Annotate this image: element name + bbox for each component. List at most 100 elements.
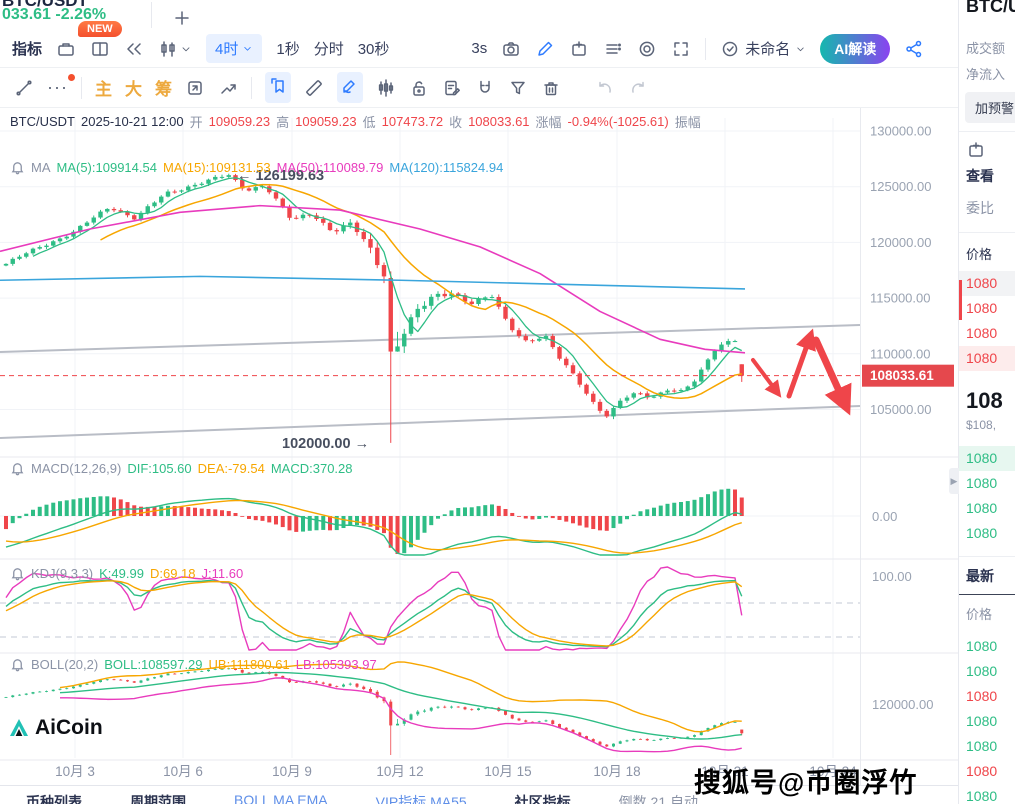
notes-icon[interactable]: [442, 78, 462, 98]
latest-trades-tab[interactable]: 最新: [966, 568, 994, 584]
bid-row[interactable]: 1080: [966, 475, 998, 491]
svg-text:105000.00: 105000.00: [870, 402, 931, 417]
bottom-bar-item[interactable]: 社区指标: [514, 794, 571, 804]
refresh-compare-icon[interactable]: [185, 78, 205, 98]
highlighter-icon[interactable]: [340, 75, 360, 95]
ma120-value: MA(120):115824.94: [389, 160, 504, 175]
interval-30s[interactable]: 30秒: [357, 41, 390, 58]
replay-speed[interactable]: 3s: [471, 40, 488, 57]
trade-row[interactable]: 1080: [966, 688, 998, 704]
bottom-bar-item[interactable]: 周期范围: [130, 794, 186, 804]
svg-text:120000.00: 120000.00: [870, 235, 931, 250]
add-alert-button[interactable]: 加预警: [965, 92, 1015, 123]
alert-bell-icon[interactable]: [10, 461, 25, 476]
interval-selected[interactable]: 4时: [206, 34, 263, 63]
ask-row[interactable]: 1080: [966, 325, 998, 341]
svg-text:102000.00 →: 102000.00 →: [282, 436, 369, 452]
k-value: K:49.99: [99, 566, 144, 581]
briefcase-icon[interactable]: [56, 39, 76, 59]
boll-lb-value: LB:105393.97: [295, 657, 377, 672]
amplitude-label: 振幅: [674, 115, 701, 130]
layout-icon[interactable]: [90, 39, 110, 59]
right-sidebar: BTC/USDT 成交额 净流入 加预警 查看 委比 价格 1080 1080 10…: [958, 0, 1015, 804]
kdj-title: KDJ(9,3,3): [31, 566, 94, 581]
last-trade-usd: $108,: [966, 418, 997, 432]
change-percent: -2.26%: [55, 6, 107, 23]
alert-bell-icon[interactable]: [10, 657, 25, 672]
interval-1s[interactable]: 1秒: [276, 41, 300, 58]
macd-value: MACD:370.28: [270, 461, 353, 476]
ai-analysis-button[interactable]: AI解读: [820, 33, 891, 64]
bottom-bar-item[interactable]: 倒数 21 自动: [618, 794, 699, 804]
ask-row[interactable]: 1080: [966, 300, 998, 316]
pop-out-icon[interactable]: [966, 140, 986, 160]
chart-canvas[interactable]: 130000.00 125000.00 120000.00 115000.00 1100…: [0, 108, 958, 790]
undo-icon[interactable]: [595, 78, 615, 98]
share-icon[interactable]: [904, 39, 924, 59]
sidebar-collapse-handle[interactable]: ▶: [949, 468, 959, 494]
candle-pattern-icon[interactable]: [376, 78, 396, 98]
add-pane-icon[interactable]: [569, 39, 589, 59]
divider: [959, 556, 1015, 557]
trade-row[interactable]: 1080: [966, 788, 998, 804]
ask-row[interactable]: 1080: [959, 346, 1015, 371]
svg-text:120000.00: 120000.00: [872, 697, 933, 712]
svg-text:130000.00: 130000.00: [870, 124, 931, 139]
bid-row[interactable]: 1080: [966, 525, 998, 541]
settings-list-icon[interactable]: [603, 39, 623, 59]
gear-icon[interactable]: [637, 39, 657, 59]
bid-row[interactable]: 1080: [966, 500, 998, 516]
trend-arrow-icon[interactable]: [218, 78, 238, 98]
svg-text:10月 21: 10月 21: [701, 764, 748, 779]
bid-row[interactable]: 1080: [959, 446, 1015, 471]
interval-timeline[interactable]: 分时: [313, 41, 344, 58]
svg-text:10月 3: 10月 3: [55, 764, 95, 779]
lock-icon[interactable]: [409, 78, 429, 98]
trade-row[interactable]: 1080: [966, 738, 998, 754]
alert-bell-icon[interactable]: [10, 566, 25, 581]
low-value: 107473.72: [381, 114, 444, 129]
boll-indicator-row: BOLL(20,2) BOLL:108597.29 UB:111800.61 L…: [10, 657, 377, 672]
aicoin-logo: AiCoin: [8, 716, 103, 740]
more-tools-button[interactable]: ···: [47, 74, 75, 98]
svg-text:10月 6: 10月 6: [163, 764, 203, 779]
trade-row[interactable]: 1080: [966, 663, 998, 679]
bookmark-tool-icon[interactable]: [268, 75, 288, 95]
ruler-icon[interactable]: [304, 78, 324, 98]
symbol-title: BTC/USDT: [2, 0, 88, 10]
main-chart-button[interactable]: 主: [94, 80, 112, 99]
last-trade-price: 108: [966, 388, 1003, 413]
view-label[interactable]: 查看: [966, 168, 994, 184]
cloud-sync-icon: [723, 41, 738, 56]
camera-icon[interactable]: [501, 39, 521, 59]
chart-style-dropdown[interactable]: [158, 39, 192, 59]
bottom-bar-item[interactable]: BOLL MA EMA: [234, 792, 328, 804]
trendline-tool-icon[interactable]: [14, 78, 34, 98]
add-tab-icon[interactable]: [172, 8, 192, 28]
fullscreen-icon[interactable]: [671, 39, 691, 59]
indicators-button[interactable]: 指标: [12, 41, 43, 58]
trade-row[interactable]: 1080: [966, 638, 998, 654]
redo-icon[interactable]: [628, 78, 648, 98]
draw-pencil-icon[interactable]: [535, 39, 555, 59]
magnet-icon[interactable]: [475, 78, 495, 98]
trade-row[interactable]: 1080: [966, 713, 998, 729]
layout-template-dropdown[interactable]: 未命名: [720, 38, 806, 59]
replay-rewind-icon[interactable]: [124, 39, 144, 59]
trade-row[interactable]: 1080: [966, 763, 998, 779]
alert-bell-icon[interactable]: [10, 160, 25, 175]
tab-underline: [959, 594, 1015, 595]
svg-text:108033.61: 108033.61: [870, 368, 934, 383]
trash-icon[interactable]: [541, 78, 561, 98]
close-label: 收: [449, 115, 463, 130]
ask-row[interactable]: 1080: [959, 271, 1015, 296]
ma15-value: MA(15):109131.53: [162, 160, 271, 175]
filter-icon[interactable]: [508, 78, 528, 98]
close-value: 108033.61: [468, 114, 530, 129]
boll-ub-value: UB:111800.61: [208, 657, 290, 672]
bottom-bar-item[interactable]: 币种列表: [26, 794, 82, 804]
bottom-bar-item[interactable]: VIP指标 MA55: [375, 794, 467, 804]
chip-distribution-button[interactable]: 筹: [154, 80, 172, 99]
big-chart-button[interactable]: 大: [124, 80, 142, 99]
last-price-change: 033.61 -2.26%: [2, 6, 106, 24]
